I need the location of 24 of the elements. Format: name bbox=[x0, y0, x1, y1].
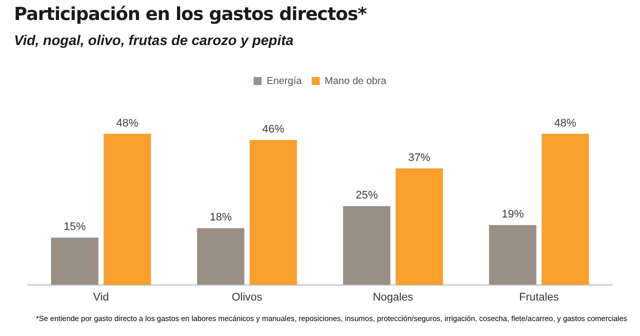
data-label: 25% bbox=[356, 190, 378, 202]
x-tick-label: Vid bbox=[93, 291, 109, 304]
chart-subtitle: Vid, nogal, olivo, frutas de carozo y pepita bbox=[14, 32, 294, 48]
data-label: 37% bbox=[408, 152, 430, 164]
bar bbox=[489, 225, 536, 285]
legend-label: Energía bbox=[266, 76, 302, 87]
x-tick-label: Olivos bbox=[232, 291, 263, 304]
bar bbox=[396, 168, 443, 285]
data-label: 46% bbox=[262, 124, 284, 136]
x-tick-label: Nogales bbox=[372, 291, 414, 304]
x-tick-label: Frutales bbox=[519, 291, 560, 304]
data-label: 48% bbox=[116, 117, 138, 130]
bar bbox=[104, 134, 151, 285]
data-label: 48% bbox=[554, 117, 576, 130]
data-label: 15% bbox=[64, 221, 86, 234]
bar bbox=[542, 134, 589, 285]
bar bbox=[250, 140, 297, 285]
data-label: 18% bbox=[210, 212, 232, 224]
bar bbox=[51, 238, 98, 285]
data-label: 19% bbox=[502, 208, 524, 221]
chart-title: Participación en los gastos directos* bbox=[14, 4, 367, 25]
legend-label: Mano de obra bbox=[324, 76, 387, 87]
bar bbox=[197, 228, 244, 285]
bar bbox=[343, 206, 390, 285]
